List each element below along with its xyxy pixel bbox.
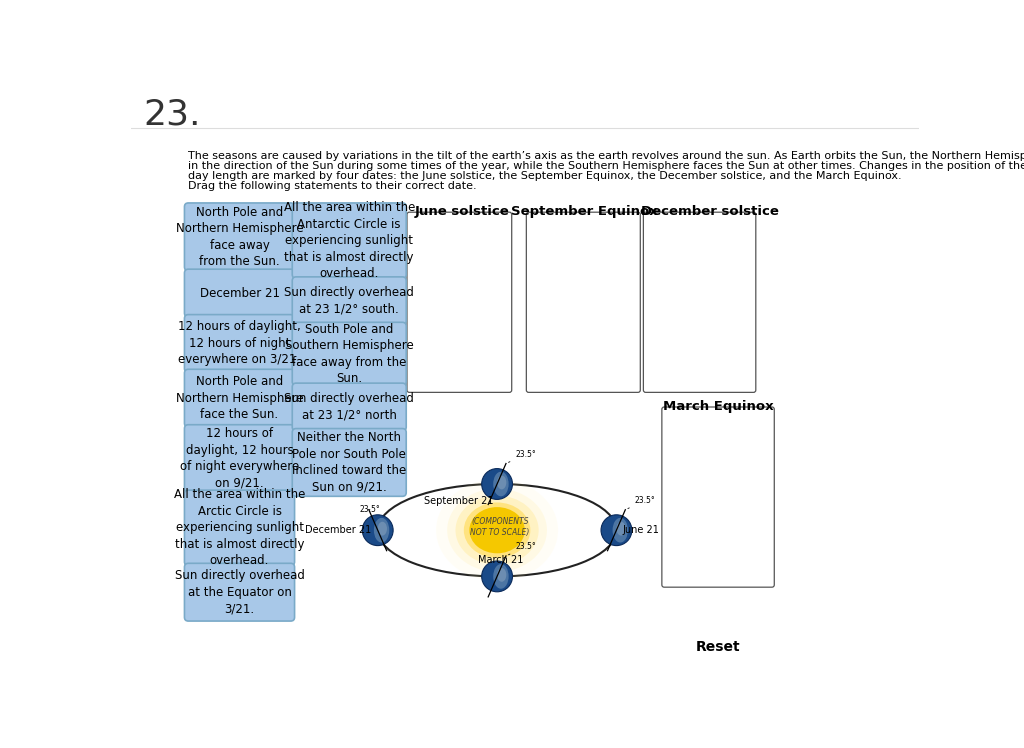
Text: Drag the following statements to their correct date.: Drag the following statements to their c…: [188, 182, 477, 191]
Text: (COMPONENTS
NOT TO SCALE): (COMPONENTS NOT TO SCALE): [470, 517, 529, 537]
Text: December 21: December 21: [305, 525, 372, 536]
FancyBboxPatch shape: [407, 212, 512, 393]
Text: All the area within the
Antarctic Circle is
experiencing sunlight
that is almost: All the area within the Antarctic Circle…: [284, 201, 415, 280]
FancyBboxPatch shape: [184, 370, 295, 427]
FancyBboxPatch shape: [292, 322, 407, 385]
Text: North Pole and
Northern Hemisphere
face the Sun.: North Pole and Northern Hemisphere face …: [176, 375, 303, 421]
Ellipse shape: [362, 515, 393, 545]
Text: March Equinox: March Equinox: [663, 400, 773, 413]
Text: March 21: March 21: [478, 555, 523, 565]
FancyBboxPatch shape: [184, 563, 295, 621]
Text: All the area within the
Arctic Circle is
experiencing sunlight
that is almost di: All the area within the Arctic Circle is…: [174, 488, 305, 568]
FancyBboxPatch shape: [292, 383, 407, 431]
Ellipse shape: [601, 515, 632, 545]
FancyBboxPatch shape: [662, 407, 774, 587]
Text: 12 hours of
daylight, 12 hours
of night everywhere
on 9/21.: 12 hours of daylight, 12 hours of night …: [180, 427, 299, 490]
Text: Reset: Reset: [695, 640, 740, 654]
Text: September 21: September 21: [424, 496, 494, 506]
Ellipse shape: [481, 561, 512, 592]
Text: North Pole and
Northern Hemisphere
face away
from the Sun.: North Pole and Northern Hemisphere face …: [176, 206, 303, 268]
Ellipse shape: [436, 479, 558, 581]
FancyBboxPatch shape: [184, 425, 295, 492]
Ellipse shape: [469, 507, 524, 554]
FancyBboxPatch shape: [526, 212, 640, 393]
Text: Sun directly overhead
at 23 1/2° north: Sun directly overhead at 23 1/2° north: [285, 392, 414, 422]
FancyBboxPatch shape: [184, 269, 295, 317]
FancyBboxPatch shape: [184, 490, 295, 565]
Text: 23.5°: 23.5°: [359, 506, 380, 515]
Ellipse shape: [612, 518, 628, 542]
Ellipse shape: [616, 522, 626, 536]
Text: Neither the North
Pole nor South Pole
inclined toward the
Sun on 9/21.: Neither the North Pole nor South Pole in…: [292, 431, 407, 494]
Text: 12 hours of daylight,
12 hours of night
everywhere on 3/21.: 12 hours of daylight, 12 hours of night …: [178, 320, 301, 367]
Text: June 21: June 21: [623, 525, 659, 536]
Ellipse shape: [447, 488, 547, 571]
Text: day length are marked by four dates: the June solstice, the September Equinox, t: day length are marked by four dates: the…: [188, 171, 902, 181]
FancyBboxPatch shape: [292, 203, 407, 278]
Ellipse shape: [456, 495, 539, 565]
FancyBboxPatch shape: [184, 315, 295, 373]
Text: September Equinox: September Equinox: [511, 205, 657, 218]
Ellipse shape: [464, 503, 530, 558]
Ellipse shape: [497, 568, 506, 582]
Ellipse shape: [374, 518, 389, 542]
Text: Sun directly overhead
at the Equator on
3/21.: Sun directly overhead at the Equator on …: [174, 569, 304, 615]
Ellipse shape: [378, 522, 387, 536]
FancyBboxPatch shape: [292, 277, 407, 325]
FancyBboxPatch shape: [643, 212, 756, 393]
Text: Sun directly overhead
at 23 1/2° south.: Sun directly overhead at 23 1/2° south.: [285, 286, 414, 316]
Text: December solstice: December solstice: [641, 205, 779, 218]
Ellipse shape: [494, 472, 509, 497]
Ellipse shape: [494, 564, 509, 589]
Text: June solstice: June solstice: [415, 205, 509, 218]
Text: The seasons are caused by variations in the tilt of the earth’s axis as the eart: The seasons are caused by variations in …: [188, 151, 1024, 162]
Ellipse shape: [481, 468, 512, 500]
Text: December 21: December 21: [200, 286, 280, 299]
FancyBboxPatch shape: [292, 429, 407, 497]
Ellipse shape: [497, 476, 506, 489]
Text: 23.5°: 23.5°: [628, 496, 655, 509]
Text: in the direction of the Sun during some times of the year, while the Southern He: in the direction of the Sun during some …: [188, 162, 1024, 171]
FancyBboxPatch shape: [184, 203, 295, 271]
Text: South Pole and
Southern Hemisphere
face away from the
Sun.: South Pole and Southern Hemisphere face …: [285, 322, 414, 385]
Text: 23.5°: 23.5°: [509, 542, 536, 555]
Text: 23.5°: 23.5°: [509, 450, 536, 462]
Text: 23.: 23.: [143, 97, 201, 132]
